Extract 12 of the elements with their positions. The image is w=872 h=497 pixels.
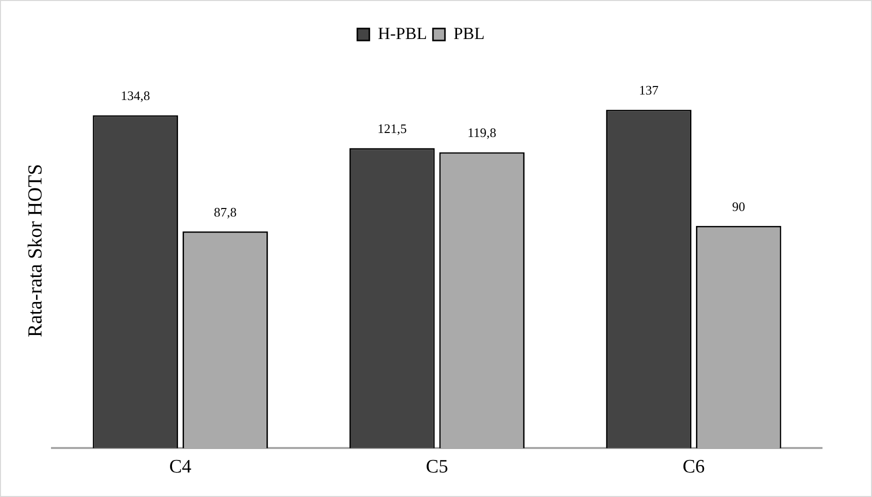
data-label: 121,5 (377, 121, 407, 136)
data-label: 90 (732, 198, 746, 214)
data-label: 87,8 (214, 204, 237, 220)
legend-label: H-PBL (378, 24, 427, 43)
data-label: 134,8 (120, 88, 150, 104)
data-label: 137 (639, 82, 659, 98)
legend-label: PBL (453, 24, 485, 43)
x-tick-label: C6 (682, 456, 705, 478)
x-tick-label: C4 (169, 456, 192, 478)
data-label: 119,8 (468, 125, 496, 140)
x-tick-label: C5 (426, 456, 448, 478)
y-axis-title: Rata-rata Skor HOTS (24, 164, 46, 338)
